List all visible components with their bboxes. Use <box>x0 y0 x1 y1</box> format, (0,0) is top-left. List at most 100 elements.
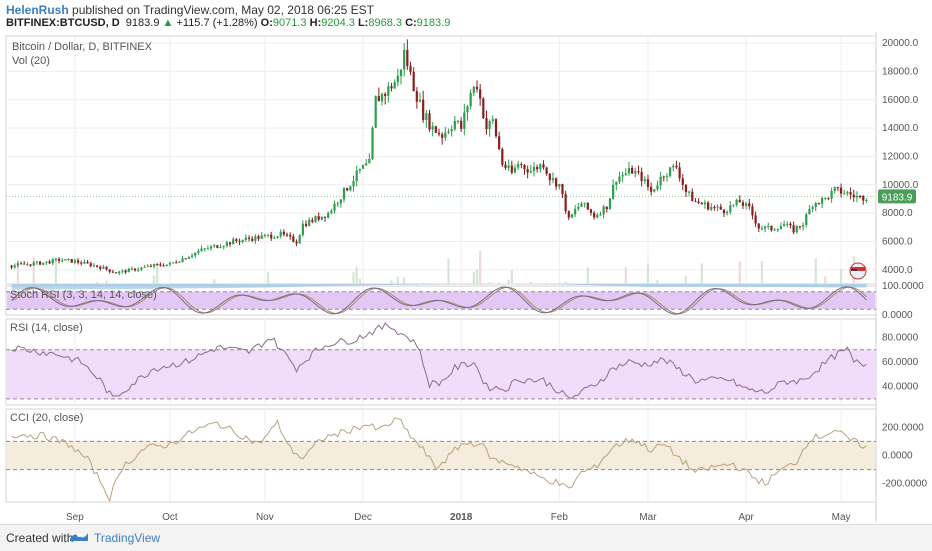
volume-bar <box>593 283 595 284</box>
volume-bar <box>422 283 424 284</box>
open-value: 9071.3 <box>273 17 307 29</box>
candle-body <box>254 236 256 241</box>
close-label: C: <box>405 17 417 29</box>
publisher-username[interactable]: HelenRush <box>6 3 69 17</box>
candle-body <box>324 217 326 218</box>
candle-body <box>742 202 744 205</box>
candle-body <box>827 198 829 199</box>
candle-body <box>590 209 592 213</box>
volume-bar <box>390 280 392 284</box>
candle-body <box>717 207 719 208</box>
candle-body <box>213 245 215 246</box>
candle-body <box>587 203 589 210</box>
candle-body <box>650 187 652 192</box>
candle-body <box>400 69 402 76</box>
volume-bar <box>511 270 513 284</box>
candle-body <box>669 167 671 176</box>
candle-body <box>352 181 354 186</box>
candle-body <box>435 126 437 132</box>
candle-body <box>219 247 221 248</box>
candle-body <box>207 248 209 249</box>
candle-body <box>302 224 304 235</box>
candle-body <box>118 272 120 274</box>
candle-body <box>432 126 434 129</box>
candle-body <box>90 263 92 266</box>
candle-body <box>444 133 446 138</box>
volume-bar <box>625 267 627 284</box>
volume-label: Vol (20) <box>12 55 50 67</box>
candle-body <box>238 241 240 242</box>
volume-bar <box>352 272 354 284</box>
symbol-name: BITFINEX:BTCUSD, D <box>6 17 120 29</box>
candle-body <box>14 265 16 267</box>
candle-body <box>20 263 22 264</box>
candle-body <box>751 206 753 215</box>
volume-bar <box>267 272 269 284</box>
candle-body <box>267 235 269 236</box>
candle-body <box>615 182 617 185</box>
candle-body <box>713 207 715 208</box>
candle-body <box>216 245 218 247</box>
candle-body <box>159 264 161 265</box>
candle-body <box>74 260 76 262</box>
candle-body <box>134 269 136 271</box>
candle-body <box>802 225 804 227</box>
candle-body <box>150 266 152 267</box>
candle-body <box>539 164 541 169</box>
candle-body <box>783 224 785 226</box>
candle-body <box>280 232 282 237</box>
candle-body <box>140 268 142 270</box>
candle-body <box>153 264 155 267</box>
candle-body <box>235 239 237 241</box>
candle-body <box>739 200 741 203</box>
volume-bar <box>362 283 364 284</box>
price-axis-label: 16000.0 <box>882 95 919 106</box>
volume-bar <box>479 251 481 284</box>
candle-body <box>571 214 573 217</box>
candle-body <box>257 236 259 239</box>
tradingview-brand[interactable]: TradingView <box>94 531 160 545</box>
candle-body <box>181 258 183 261</box>
candle-body <box>314 216 316 222</box>
candle-body <box>789 224 791 226</box>
candle-body <box>815 203 817 207</box>
candle-body <box>694 201 696 202</box>
candle-body <box>29 264 31 265</box>
candle-body <box>514 168 516 173</box>
candle-body <box>647 179 649 187</box>
volume-bar <box>371 283 373 284</box>
x-tick-label: May <box>832 512 851 523</box>
candle-body <box>482 99 484 119</box>
indicator-axis-label: 100.0000 <box>882 281 924 292</box>
candle-body <box>520 164 522 165</box>
candle-body <box>128 269 130 273</box>
candle-body <box>71 259 73 263</box>
candle-body <box>821 198 823 204</box>
candle-body <box>308 220 310 226</box>
indicator-axis-label: 40.0000 <box>882 382 919 393</box>
candle-body <box>707 203 709 210</box>
volume-bar <box>397 277 399 284</box>
indicator-title: Stoch RSI (3, 3, 14, 14, close) <box>10 289 157 301</box>
candle-body <box>460 121 462 129</box>
candle-body <box>251 239 253 241</box>
indicator-band-2 <box>7 350 875 399</box>
candle-body <box>276 236 278 237</box>
tradingview-logo-icon[interactable] <box>68 529 90 545</box>
candle-body <box>197 251 199 253</box>
candle-body <box>191 256 193 257</box>
candle-body <box>666 176 668 177</box>
volume-bar <box>213 279 215 284</box>
candle-body <box>688 192 690 193</box>
price-axis-label: 12000.0 <box>882 151 919 162</box>
footer-bar: Created with TradingView <box>0 524 932 551</box>
candle-body <box>428 113 430 129</box>
candle-body <box>558 184 560 186</box>
volume-bar <box>153 275 155 284</box>
candle-body <box>438 133 440 135</box>
candle-body <box>397 76 399 82</box>
candle-body <box>840 188 842 194</box>
candle-body <box>409 66 411 72</box>
volume-bar <box>473 272 475 284</box>
